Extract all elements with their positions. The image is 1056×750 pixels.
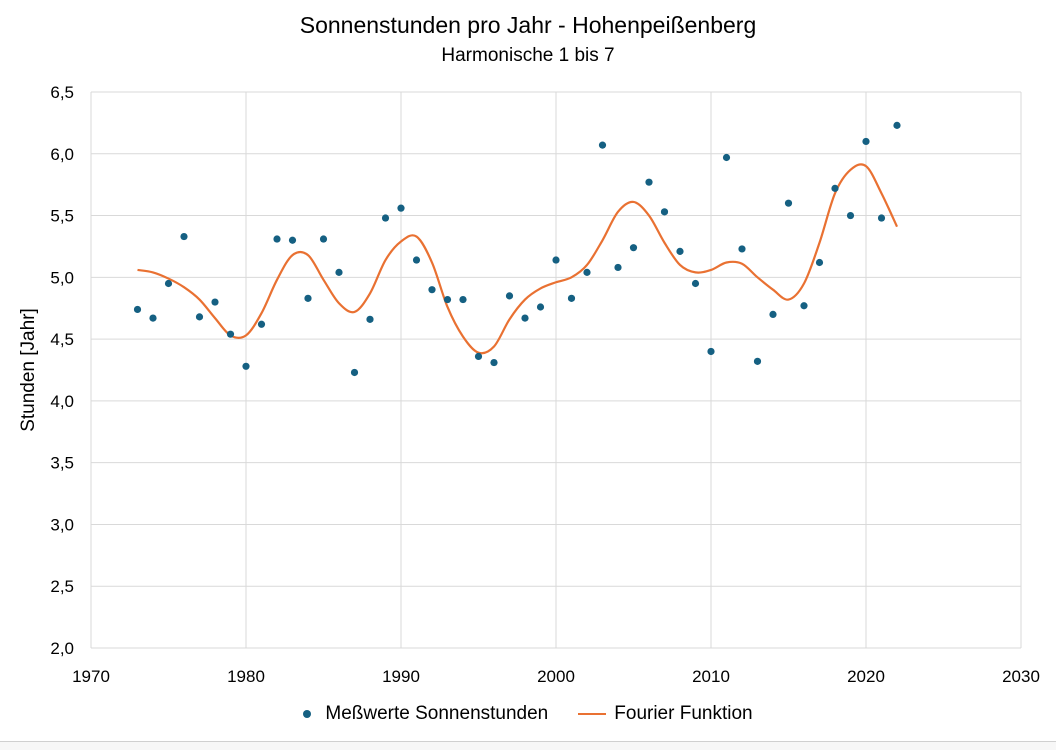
chart-subtitle: Harmonische 1 bis 7 (441, 45, 615, 66)
data-point (397, 204, 405, 212)
data-point (800, 302, 808, 310)
x-tick-label: 1970 (72, 667, 110, 686)
data-point (707, 347, 715, 356)
data-point (893, 121, 901, 129)
y-tick-label: 6,5 (50, 83, 74, 102)
data-point (211, 298, 219, 306)
data-point (381, 214, 390, 222)
data-point (738, 245, 746, 253)
data-point (288, 236, 297, 244)
data-point (273, 235, 281, 243)
data-point (536, 303, 545, 311)
data-point (521, 314, 529, 322)
data-point (195, 313, 204, 321)
data-point (645, 178, 653, 186)
data-point (567, 294, 576, 302)
data-point (180, 232, 188, 241)
data-point (428, 286, 436, 294)
data-point (552, 256, 560, 264)
data-point (815, 258, 824, 267)
x-tick-label: 2010 (692, 667, 730, 686)
x-tick-label: 2030 (1002, 667, 1040, 686)
data-point (304, 294, 312, 302)
y-tick-label: 5,5 (50, 207, 74, 226)
data-point (691, 279, 700, 288)
chart-title: Sonnenstunden pro Jahr - Hohenpeißenberg (299, 12, 757, 38)
y-tick-label: 2,0 (50, 639, 74, 658)
y-tick-label: 3,5 (50, 454, 74, 473)
data-point (366, 315, 374, 323)
data-point (350, 368, 359, 377)
data-point (753, 357, 762, 365)
data-point (490, 358, 498, 367)
data-point (459, 295, 467, 304)
fourier-line (137, 163, 898, 355)
data-point (242, 362, 250, 370)
sheet-bottom-strip (0, 741, 1056, 750)
data-point (784, 199, 793, 207)
data-point (226, 330, 235, 338)
y-tick-label: 4,0 (50, 392, 74, 411)
legend-label-line: Fourier Funktion (614, 703, 753, 724)
data-point (846, 211, 855, 220)
y-tick-label: 3,0 (50, 515, 74, 534)
data-point (319, 235, 328, 243)
y-tick-label: 4,5 (50, 330, 74, 349)
data-point (133, 305, 142, 314)
x-tick-label: 1990 (382, 667, 420, 686)
data-point (583, 268, 591, 276)
data-point (335, 268, 343, 276)
y-tick-label: 6,0 (50, 145, 74, 164)
data-point (257, 320, 266, 328)
data-point (164, 279, 173, 288)
data-point (722, 153, 731, 162)
data-point (660, 208, 669, 216)
data-point (474, 352, 483, 361)
data-point (443, 295, 452, 304)
data-point (505, 292, 514, 300)
data-point (676, 247, 684, 255)
legend-marker-line-icon (578, 713, 607, 715)
y-tick-label: 5,0 (50, 268, 74, 287)
x-tick-label: 1980 (227, 667, 265, 686)
data-point (831, 184, 839, 192)
data-point (629, 244, 638, 252)
data-point (412, 256, 421, 264)
legend-item-points: Meßwerte Sonnenstunden (303, 703, 548, 725)
data-point (598, 141, 607, 149)
data-point (614, 263, 622, 272)
legend-marker-dot-icon (303, 710, 312, 718)
legend-label-points: Meßwerte Sonnenstunden (325, 703, 549, 724)
data-point (769, 310, 777, 318)
data-point (862, 137, 870, 146)
legend-item-line: Fourier Funktion (578, 703, 753, 725)
x-tick-label: 2000 (537, 667, 575, 686)
data-point (877, 214, 886, 222)
legend: Meßwerte Sonnenstunden Fourier Funktion (0, 703, 1056, 725)
data-point (149, 314, 157, 322)
x-tick-label: 2020 (847, 667, 885, 686)
y-tick-label: 2,5 (50, 577, 74, 596)
